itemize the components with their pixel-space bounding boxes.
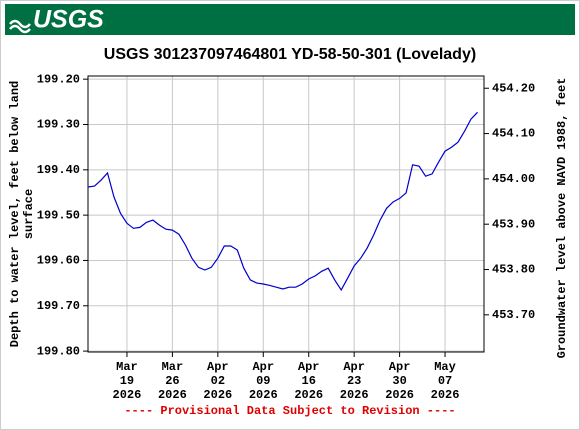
x-tick-label: 2026 bbox=[158, 388, 187, 402]
x-tick-label: 2026 bbox=[203, 388, 232, 402]
y-tick-label: 199.80 bbox=[37, 344, 80, 358]
y-tick-label: 199.70 bbox=[37, 299, 80, 313]
y-axis-label: surface bbox=[22, 189, 36, 239]
x-tick-label: Mar bbox=[162, 360, 184, 374]
y2-tick-label: 453.70 bbox=[492, 308, 535, 322]
y-tick-label: 199.60 bbox=[37, 254, 80, 268]
x-tick-label: Apr bbox=[207, 360, 229, 374]
x-tick-label: 26 bbox=[165, 374, 179, 388]
x-tick-label: 23 bbox=[347, 374, 361, 388]
x-tick-label: Apr bbox=[343, 360, 365, 374]
x-tick-label: Apr bbox=[298, 360, 320, 374]
x-tick-label: Apr bbox=[252, 360, 274, 374]
x-tick-label: 2026 bbox=[431, 388, 460, 402]
plot-frame bbox=[87, 75, 485, 353]
y2-tick-label: 453.80 bbox=[492, 263, 535, 277]
x-tick-label: 2026 bbox=[113, 388, 142, 402]
water-level-line bbox=[87, 111, 478, 292]
usgs-banner bbox=[5, 4, 575, 35]
y-tick-label: 199.30 bbox=[37, 118, 80, 132]
x-tick-label: May bbox=[434, 360, 456, 374]
y2-axis-label: Groundwater level above NAVD 1988, feet bbox=[555, 78, 569, 359]
usgs-logo: USGS bbox=[33, 6, 104, 34]
usgs-wave-icon bbox=[9, 19, 31, 34]
y-tick-label: 199.40 bbox=[37, 163, 80, 177]
y-tick-label: 199.20 bbox=[37, 72, 80, 86]
x-tick-label: 07 bbox=[438, 374, 452, 388]
x-tick-label: 16 bbox=[302, 374, 316, 388]
y2-tick-label: 454.00 bbox=[492, 172, 535, 186]
x-tick-label: 2026 bbox=[249, 388, 278, 402]
x-tick-label: Mar bbox=[116, 360, 138, 374]
y-axis-label: Depth to water level, feet below land bbox=[8, 81, 22, 347]
provisional-note: ---- Provisional Data Subject to Revisio… bbox=[124, 404, 455, 418]
y2-tick-label: 454.20 bbox=[492, 81, 535, 95]
y2-tick-label: 453.90 bbox=[492, 217, 535, 231]
x-tick-label: 2026 bbox=[294, 388, 323, 402]
x-tick-label: 09 bbox=[256, 374, 270, 388]
y-tick-label: 199.50 bbox=[37, 208, 80, 222]
x-tick-label: 19 bbox=[120, 374, 134, 388]
x-tick-label: 30 bbox=[392, 374, 406, 388]
x-tick-label: 2026 bbox=[340, 388, 369, 402]
x-tick-label: Apr bbox=[389, 360, 411, 374]
y2-tick-label: 454.10 bbox=[492, 127, 535, 141]
chart-title: USGS 301237097464801 YD-58-50-301 (Lovel… bbox=[104, 46, 476, 63]
x-tick-label: 2026 bbox=[385, 388, 414, 402]
x-tick-label: 02 bbox=[211, 374, 225, 388]
